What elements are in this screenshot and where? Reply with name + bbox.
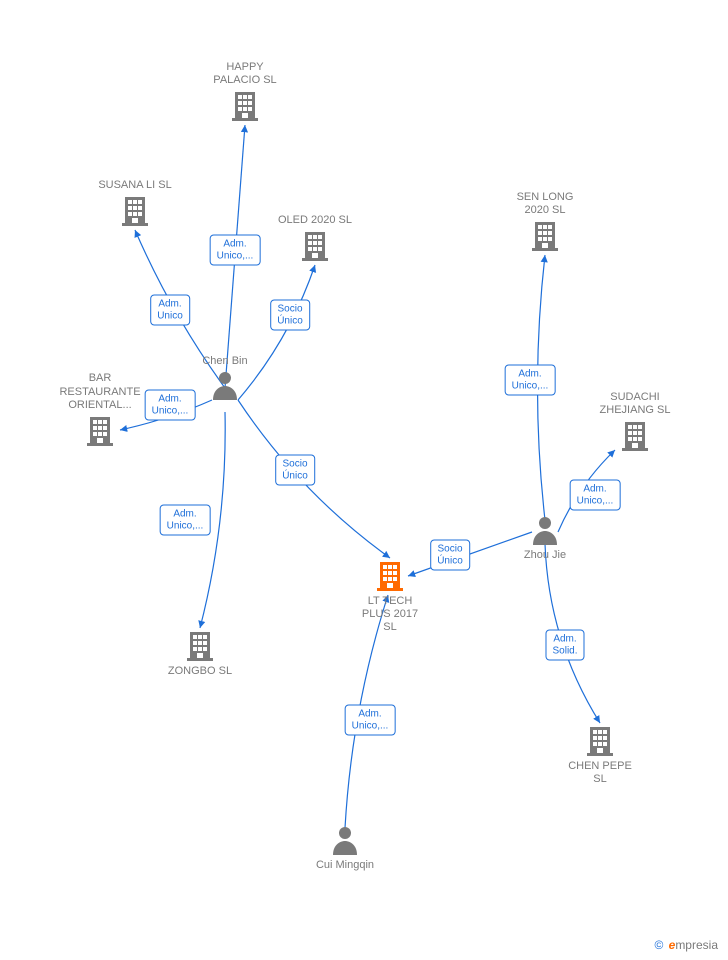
node-cui_mingqin[interactable]: Cui Mingqin	[295, 825, 395, 872]
node-label: Chen Bin	[185, 355, 265, 368]
node-label: ZONGBO SL	[150, 665, 250, 678]
edge	[200, 412, 225, 628]
person-icon	[331, 825, 359, 855]
edge-label: Socio Único	[270, 300, 310, 331]
copyright-symbol: ©	[654, 938, 663, 952]
building-icon	[229, 89, 261, 121]
node-sudachi[interactable]: SUDACHI ZHEJIANG SL	[580, 391, 690, 451]
node-zongbo[interactable]: ZONGBO SL	[150, 629, 250, 678]
edge	[545, 544, 600, 723]
edge-label: Socio Único	[430, 540, 470, 571]
edge	[238, 400, 390, 558]
edge	[225, 125, 245, 388]
copyright-footer: © empresia	[654, 938, 718, 952]
node-oled_2020[interactable]: OLED 2020 SL	[265, 214, 365, 261]
node-happy_palacio[interactable]: HAPPY PALACIO SL	[195, 61, 295, 121]
edge-label: Adm. Solid.	[545, 630, 584, 661]
person-icon	[211, 370, 239, 400]
node-lt_tech[interactable]: LT TECH PLUS 2017 SL	[345, 559, 435, 635]
node-label: HAPPY PALACIO SL	[195, 61, 295, 87]
building-icon	[84, 414, 116, 446]
node-susana_li[interactable]: SUSANA LI SL	[85, 179, 185, 226]
building-icon	[584, 724, 616, 756]
node-zhou_jie[interactable]: Zhou Jie	[505, 515, 585, 562]
brand-rest: mpresia	[675, 938, 718, 952]
node-label: CHEN PEPE SL	[550, 760, 650, 786]
node-chen_bin[interactable]: Chen Bin	[185, 355, 265, 400]
edge-label: Socio Único	[275, 455, 315, 486]
node-label: LT TECH PLUS 2017 SL	[345, 595, 435, 635]
building-icon	[299, 229, 331, 261]
node-chen_pepe[interactable]: CHEN PEPE SL	[550, 724, 650, 786]
edge	[538, 255, 546, 520]
node-bar_rest[interactable]: BAR RESTAURANTE ORIENTAL...	[45, 372, 155, 446]
building-icon	[619, 419, 651, 451]
node-label: OLED 2020 SL	[265, 214, 365, 227]
building-icon	[119, 194, 151, 226]
building-icon	[529, 219, 561, 251]
edge-label: Adm. Unico,...	[570, 480, 621, 511]
edge-label: Adm. Unico,...	[505, 365, 556, 396]
node-sen_long[interactable]: SEN LONG 2020 SL	[495, 191, 595, 251]
node-label: SUDACHI ZHEJIANG SL	[580, 391, 690, 417]
edge-label: Adm. Unico,...	[160, 505, 211, 536]
node-label: BAR RESTAURANTE ORIENTAL...	[45, 372, 155, 412]
building-icon	[184, 629, 216, 661]
node-label: Zhou Jie	[505, 549, 585, 562]
person-icon	[531, 515, 559, 545]
node-label: SEN LONG 2020 SL	[495, 191, 595, 217]
edge-label: Adm. Unico,...	[210, 235, 261, 266]
edge-label: Adm. Unico,...	[345, 705, 396, 736]
edge-label: Adm. Unico	[150, 295, 190, 326]
edges-layer	[0, 0, 728, 960]
node-label: Cui Mingqin	[295, 859, 395, 872]
building-icon	[374, 559, 406, 591]
node-label: SUSANA LI SL	[85, 179, 185, 192]
